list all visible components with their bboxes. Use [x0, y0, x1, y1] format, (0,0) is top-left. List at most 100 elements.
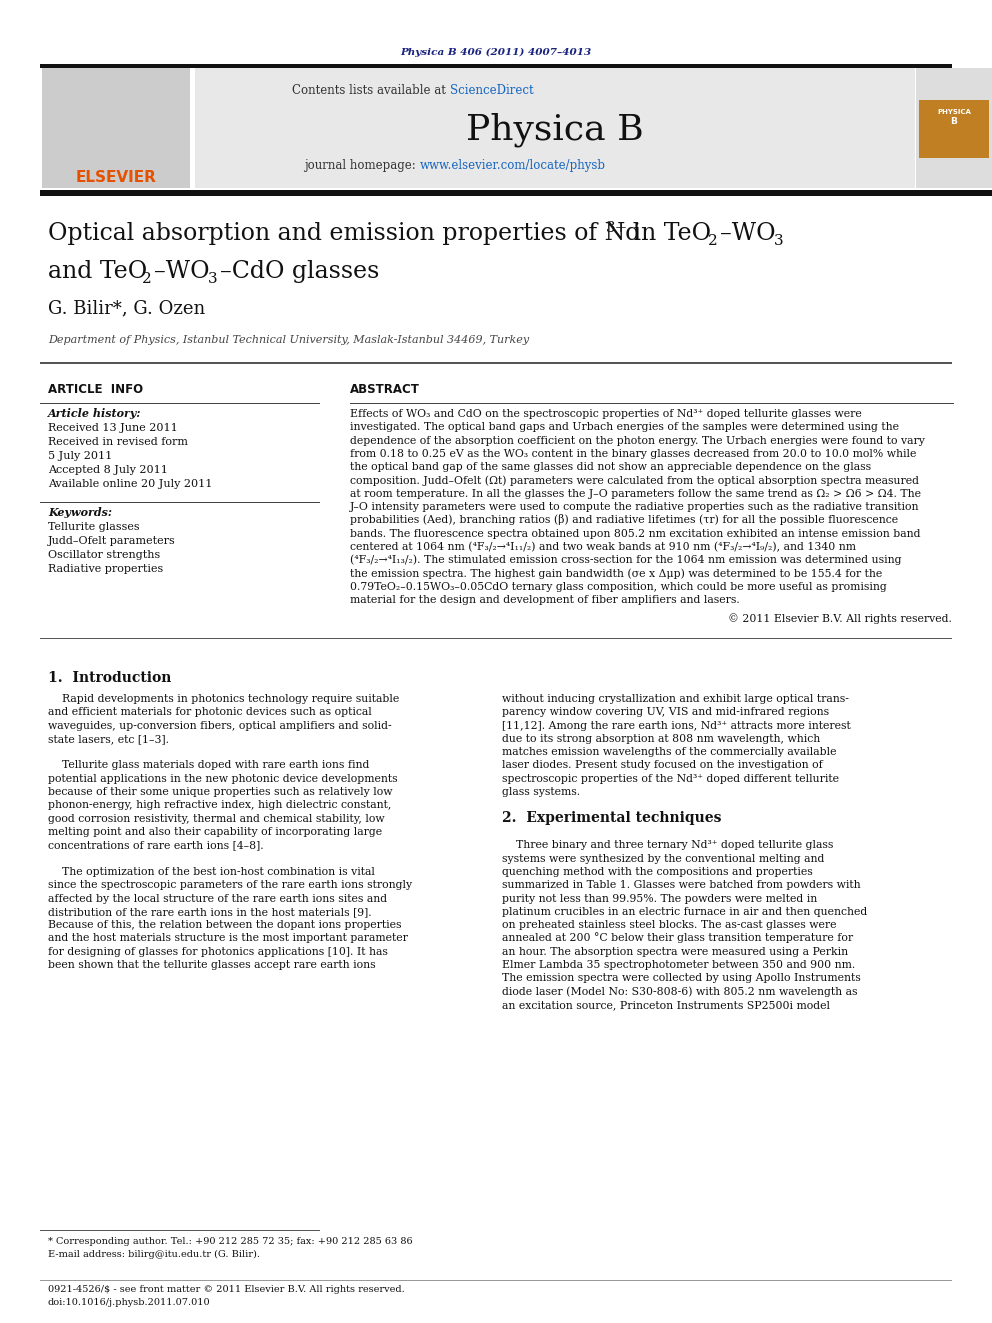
Text: The optimization of the best ion-host combination is vital: The optimization of the best ion-host co…	[48, 867, 375, 877]
Text: and efficient materials for photonic devices such as optical: and efficient materials for photonic dev…	[48, 708, 372, 717]
Text: Elmer Lambda 35 spectrophotometer between 350 and 900 nm.: Elmer Lambda 35 spectrophotometer betwee…	[502, 960, 855, 970]
Text: www.elsevier.com/locate/physb: www.elsevier.com/locate/physb	[420, 159, 606, 172]
Text: PHYSICA: PHYSICA	[937, 108, 971, 115]
Text: from 0.18 to 0.25 eV as the WO₃ content in the binary glasses decreased from 20.: from 0.18 to 0.25 eV as the WO₃ content …	[350, 448, 917, 459]
Text: potential applications in the new photonic device developments: potential applications in the new photon…	[48, 774, 398, 783]
Bar	[42, 67, 190, 188]
Text: composition. Judd–Ofelt (Ωt) parameters were calculated from the optical absorpt: composition. Judd–Ofelt (Ωt) parameters …	[350, 475, 919, 486]
Text: Rapid developments in photonics technology require suitable: Rapid developments in photonics technolo…	[48, 695, 399, 704]
Text: matches emission wavelengths of the commercially available: matches emission wavelengths of the comm…	[502, 747, 836, 757]
Text: without inducing crystallization and exhibit large optical trans-: without inducing crystallization and exh…	[502, 695, 849, 704]
Text: spectroscopic properties of the Nd³⁺ doped different tellurite: spectroscopic properties of the Nd³⁺ dop…	[502, 774, 839, 783]
Text: the emission spectra. The highest gain bandwidth (σe x Δμp) was determined to be: the emission spectra. The highest gain b…	[350, 568, 882, 578]
Text: concentrations of rare earth ions [4–8].: concentrations of rare earth ions [4–8].	[48, 840, 264, 851]
Text: Because of this, the relation between the dopant ions properties: Because of this, the relation between th…	[48, 919, 402, 930]
Text: affected by the local structure of the rare earth ions sites and: affected by the local structure of the r…	[48, 893, 387, 904]
Text: melting point and also their capability of incorporating large: melting point and also their capability …	[48, 827, 382, 837]
Text: investigated. The optical band gaps and Urbach energies of the samples were dete: investigated. The optical band gaps and …	[350, 422, 899, 433]
Bar	[916, 67, 992, 188]
Text: E-mail address: bilirg@itu.edu.tr (G. Bilir).: E-mail address: bilirg@itu.edu.tr (G. Bi…	[48, 1250, 260, 1259]
Text: Received 13 June 2011: Received 13 June 2011	[48, 423, 178, 433]
Text: due to its strong absorption at 808 nm wavelength, which: due to its strong absorption at 808 nm w…	[502, 734, 820, 744]
Text: platinum crucibles in an electric furnace in air and then quenched: platinum crucibles in an electric furnac…	[502, 906, 867, 917]
Text: Optical absorption and emission properties of Nd: Optical absorption and emission properti…	[48, 222, 641, 245]
Text: centered at 1064 nm (⁴F₃/₂→⁴I₁₁/₂) and two weak bands at 910 nm (⁴F₃/₂→⁴I₉/₂), a: centered at 1064 nm (⁴F₃/₂→⁴I₁₁/₂) and t…	[350, 541, 856, 552]
Text: 2: 2	[708, 234, 718, 247]
Text: * Corresponding author. Tel.: +90 212 285 72 35; fax: +90 212 285 63 86: * Corresponding author. Tel.: +90 212 28…	[48, 1237, 413, 1246]
Text: glass systems.: glass systems.	[502, 787, 580, 796]
Text: purity not less than 99.95%. The powders were melted in: purity not less than 99.95%. The powders…	[502, 893, 817, 904]
Text: ScienceDirect: ScienceDirect	[450, 83, 534, 97]
Text: Article history:: Article history:	[48, 407, 142, 419]
Text: an hour. The absorption spectra were measured using a Perkin: an hour. The absorption spectra were mea…	[502, 947, 848, 957]
Text: diode laser (Model No: S30-808-6) with 805.2 nm wavelength as: diode laser (Model No: S30-808-6) with 8…	[502, 986, 857, 996]
Text: dependence of the absorption coefficient on the photon energy. The Urbach energi: dependence of the absorption coefficient…	[350, 435, 925, 446]
Text: 3+: 3+	[606, 221, 628, 235]
Text: –WO: –WO	[720, 222, 776, 245]
Text: doi:10.1016/j.physb.2011.07.010: doi:10.1016/j.physb.2011.07.010	[48, 1298, 210, 1307]
Text: 1.  Introduction: 1. Introduction	[48, 671, 172, 685]
Text: 0921-4526/$ - see front matter © 2011 Elsevier B.V. All rights reserved.: 0921-4526/$ - see front matter © 2011 El…	[48, 1285, 405, 1294]
Text: parency window covering UV, VIS and mid-infrared regions: parency window covering UV, VIS and mid-…	[502, 708, 829, 717]
Text: Contents lists available at: Contents lists available at	[293, 83, 450, 97]
Text: and TeO: and TeO	[48, 261, 147, 283]
Text: Department of Physics, Istanbul Technical University, Maslak-Istanbul 34469, Tur: Department of Physics, Istanbul Technica…	[48, 335, 529, 345]
Text: systems were synthesized by the conventional melting and: systems were synthesized by the conventi…	[502, 853, 824, 864]
Text: –CdO glasses: –CdO glasses	[220, 261, 379, 283]
Text: Physica B 406 (2011) 4007–4013: Physica B 406 (2011) 4007–4013	[401, 48, 591, 57]
Text: probabilities (Aed), branching ratios (β) and radiative lifetimes (τr) for all t: probabilities (Aed), branching ratios (β…	[350, 515, 898, 525]
Text: in TeO: in TeO	[626, 222, 711, 245]
Text: Available online 20 July 2011: Available online 20 July 2011	[48, 479, 212, 490]
Bar	[40, 64, 952, 67]
Text: and the host materials structure is the most important parameter: and the host materials structure is the …	[48, 934, 408, 943]
Text: Three binary and three ternary Nd³⁺ doped tellurite glass: Three binary and three ternary Nd³⁺ dope…	[502, 840, 833, 851]
Text: Tellurite glass materials doped with rare earth ions find: Tellurite glass materials doped with rar…	[48, 761, 369, 770]
Text: ABSTRACT: ABSTRACT	[350, 382, 420, 396]
Text: Oscillator strengths: Oscillator strengths	[48, 550, 161, 560]
Text: –WO: –WO	[154, 261, 209, 283]
Text: 2.  Experimental techniques: 2. Experimental techniques	[502, 811, 721, 824]
Text: material for the design and development of fiber amplifiers and lasers.: material for the design and development …	[350, 595, 740, 605]
Text: 2: 2	[142, 273, 152, 286]
Text: [11,12]. Among the rare earth ions, Nd³⁺ attracts more interest: [11,12]. Among the rare earth ions, Nd³⁺…	[502, 721, 851, 730]
Text: quenching method with the compositions and properties: quenching method with the compositions a…	[502, 867, 812, 877]
Text: an excitation source, Princeton Instruments SP2500i model: an excitation source, Princeton Instrume…	[502, 1000, 830, 1009]
Text: bands. The fluorescence spectra obtained upon 805.2 nm excitation exhibited an i: bands. The fluorescence spectra obtained…	[350, 529, 921, 538]
Text: distribution of the rare earth ions in the host materials [9].: distribution of the rare earth ions in t…	[48, 906, 372, 917]
Text: laser diodes. Present study focused on the investigation of: laser diodes. Present study focused on t…	[502, 761, 822, 770]
Text: G. Bilir*, G. Ozen: G. Bilir*, G. Ozen	[48, 299, 205, 318]
Text: Radiative properties: Radiative properties	[48, 564, 164, 574]
Text: since the spectroscopic parameters of the rare earth ions strongly: since the spectroscopic parameters of th…	[48, 880, 412, 890]
Text: state lasers, etc [1–3].: state lasers, etc [1–3].	[48, 734, 169, 744]
Text: 3: 3	[774, 234, 784, 247]
Text: summarized in Table 1. Glasses were batched from powders with: summarized in Table 1. Glasses were batc…	[502, 880, 861, 890]
Text: 5 July 2011: 5 July 2011	[48, 451, 112, 460]
Text: J–O intensity parameters were used to compute the radiative properties such as t: J–O intensity parameters were used to co…	[350, 503, 920, 512]
Text: waveguides, up-conversion fibers, optical amplifiers and solid-: waveguides, up-conversion fibers, optica…	[48, 721, 392, 730]
Text: 3: 3	[208, 273, 217, 286]
Text: for designing of glasses for photonics applications [10]. It has: for designing of glasses for photonics a…	[48, 947, 388, 957]
Text: Effects of WO₃ and CdO on the spectroscopic properties of Nd³⁺ doped tellurite g: Effects of WO₃ and CdO on the spectrosco…	[350, 409, 862, 419]
Text: Accepted 8 July 2011: Accepted 8 July 2011	[48, 464, 168, 475]
Text: Physica B: Physica B	[466, 112, 644, 147]
Bar	[40, 363, 952, 364]
Text: on preheated stainless steel blocks. The as-cast glasses were: on preheated stainless steel blocks. The…	[502, 919, 836, 930]
Text: at room temperature. In all the glasses the J–O parameters follow the same trend: at room temperature. In all the glasses …	[350, 488, 921, 499]
Text: phonon-energy, high refractive index, high dielectric constant,: phonon-energy, high refractive index, hi…	[48, 800, 392, 811]
Text: the optical band gap of the same glasses did not show an appreciable dependence : the optical band gap of the same glasses…	[350, 462, 871, 472]
Text: journal homepage:: journal homepage:	[305, 159, 420, 172]
Text: ARTICLE  INFO: ARTICLE INFO	[48, 382, 143, 396]
Text: been shown that the tellurite glasses accept rare earth ions: been shown that the tellurite glasses ac…	[48, 960, 376, 970]
Text: The emission spectra were collected by using Apollo Instruments: The emission spectra were collected by u…	[502, 974, 861, 983]
Text: ELSEVIER: ELSEVIER	[75, 169, 157, 185]
Text: © 2011 Elsevier B.V. All rights reserved.: © 2011 Elsevier B.V. All rights reserved…	[728, 614, 952, 624]
Text: Keywords:: Keywords:	[48, 507, 112, 519]
Text: Tellurite glasses: Tellurite glasses	[48, 523, 140, 532]
Text: B: B	[950, 118, 957, 127]
Bar	[919, 101, 989, 157]
Text: Received in revised form: Received in revised form	[48, 437, 188, 447]
Text: annealed at 200 °C below their glass transition temperature for: annealed at 200 °C below their glass tra…	[502, 933, 853, 943]
Bar	[195, 67, 915, 188]
Bar	[40, 191, 992, 196]
Text: Judd–Ofelt parameters: Judd–Ofelt parameters	[48, 536, 176, 546]
